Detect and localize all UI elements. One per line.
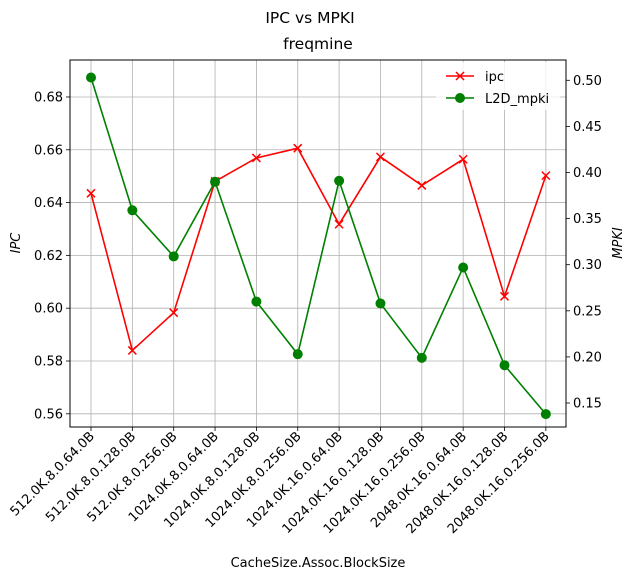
series-layer xyxy=(86,72,551,420)
x-marker-stroke xyxy=(499,291,510,301)
legend: ipc L2D_mpki xyxy=(436,62,560,110)
legend-ipc-marker xyxy=(455,71,465,81)
plot-frame xyxy=(69,59,567,428)
figure-suptitle: IPC vs MPKI xyxy=(265,9,354,27)
x-marker-stroke xyxy=(127,345,137,355)
x-marker-stroke xyxy=(251,153,261,163)
l2d-mpki-data-point xyxy=(127,205,138,216)
right-y-tick-label: 0.35 xyxy=(573,212,602,227)
l2d-mpki-data-point xyxy=(292,349,303,360)
legend-frame xyxy=(436,62,560,110)
x-marker-stroke xyxy=(458,154,468,164)
right-y-tick-label: 0.25 xyxy=(573,304,602,319)
l2d-mpki-data-point xyxy=(86,72,96,83)
left-y-tick-label: 0.56 xyxy=(34,407,63,422)
l2d-mpki-data-point xyxy=(540,409,551,420)
legend-mpki-marker xyxy=(455,93,465,103)
x-marker-stroke xyxy=(334,219,344,229)
right-y-tick-label: 0.40 xyxy=(573,166,602,181)
x-marker-stroke xyxy=(541,171,551,181)
l2d-mpki-data-point xyxy=(168,251,179,262)
l2d-mpki-data-point xyxy=(499,360,510,371)
right-y-tick-label: 0.30 xyxy=(573,258,602,273)
right-y-tick-label: 0.45 xyxy=(573,120,602,135)
ipc-data-point xyxy=(334,219,344,229)
l2d-mpki-data-point xyxy=(251,296,262,307)
l2d-mpki-data-point xyxy=(210,176,221,187)
right-y-axis-label: MPKI xyxy=(611,227,626,259)
right-y-axis-ticks: 0.15 0.20 0.25 0.30 0.35 0.40 0.45 0.50 xyxy=(566,74,602,412)
left-y-axis-label: IPC xyxy=(9,232,24,254)
ipc-data-point xyxy=(251,153,261,163)
ipc-data-point xyxy=(86,188,96,198)
left-y-tick-label: 0.60 xyxy=(34,302,63,317)
l2d-mpki-data-point xyxy=(334,175,345,186)
l2d-mpki-data-point xyxy=(458,262,469,273)
right-y-tick-label: 0.50 xyxy=(573,74,602,89)
ipc-series-line xyxy=(90,147,547,352)
left-y-tick-label: 0.66 xyxy=(34,143,63,158)
x-marker-stroke xyxy=(169,308,179,318)
x-marker-stroke xyxy=(375,152,385,162)
x-axis-label: CacheSize.Assoc.BlockSize xyxy=(231,556,406,571)
ipc-data-point xyxy=(375,152,385,162)
right-y-tick-label: 0.20 xyxy=(573,350,602,365)
ipc-data-point xyxy=(499,291,510,301)
ipc-data-point xyxy=(293,143,303,153)
left-y-tick-label: 0.68 xyxy=(34,90,63,105)
left-y-tick-label: 0.62 xyxy=(34,249,63,264)
left-y-tick-label: 0.64 xyxy=(34,196,63,211)
legend-ipc-label: ipc xyxy=(485,70,504,85)
ipc-data-point xyxy=(127,345,137,355)
legend-mpki-label: L2D_mpki xyxy=(485,92,549,107)
left-y-tick-label: 0.58 xyxy=(34,354,63,369)
chart-title: freqmine xyxy=(283,35,353,53)
x-marker-stroke xyxy=(293,143,303,153)
l2d-mpki-series-line xyxy=(90,77,547,415)
ipc-data-point xyxy=(541,171,551,181)
l2d-mpki-data-point xyxy=(416,352,427,363)
x-marker-stroke xyxy=(417,180,427,190)
x-marker-stroke xyxy=(86,188,96,198)
right-y-tick-label: 0.15 xyxy=(573,397,602,412)
left-y-axis-ticks: 0.56 0.58 0.60 0.62 0.64 0.66 0.68 xyxy=(34,90,70,422)
l2d-mpki-data-point xyxy=(375,298,386,309)
x-axis-ticks: 512.0K.8.0.64.0B512.0K.8.0.128.0B512.0K.… xyxy=(8,427,553,537)
ipc-data-point xyxy=(417,180,427,190)
ipc-data-point xyxy=(458,154,468,164)
grid-lines xyxy=(70,60,566,427)
ipc-data-point xyxy=(169,308,179,318)
